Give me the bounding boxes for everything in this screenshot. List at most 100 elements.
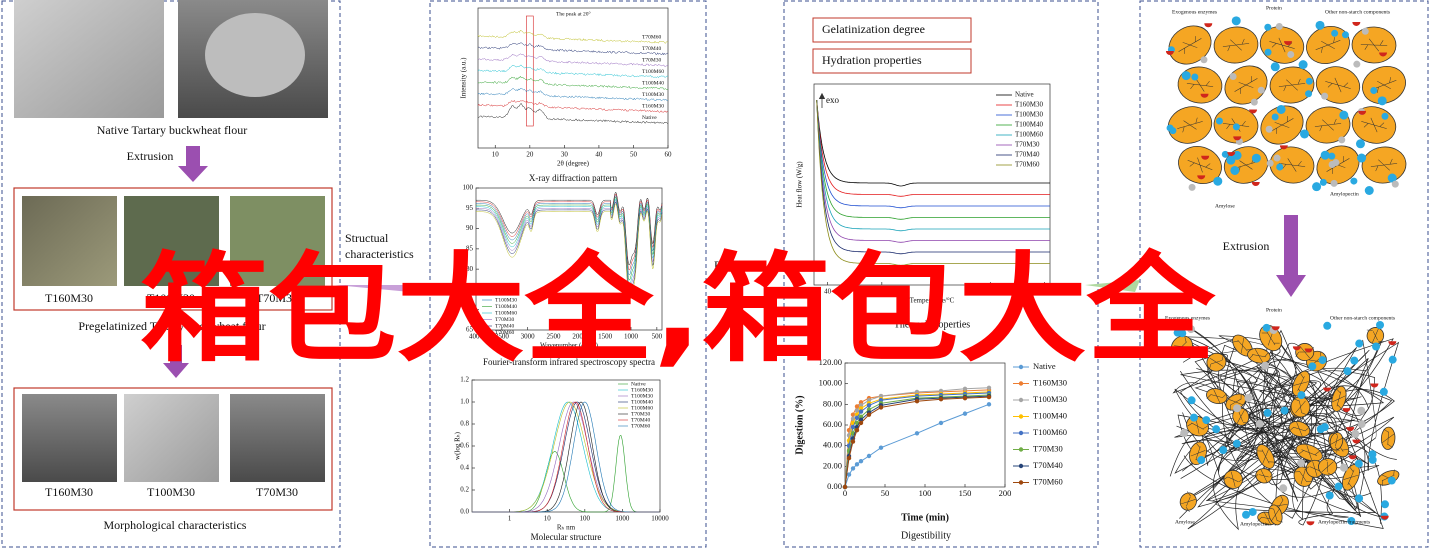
digestion-line bbox=[844, 392, 990, 488]
link-arrow bbox=[1085, 280, 1140, 292]
protein bbox=[1180, 429, 1189, 438]
legend-dot bbox=[1018, 364, 1024, 370]
x-tick-label: 3500 bbox=[495, 333, 510, 341]
legend-label: T70M60 bbox=[495, 330, 515, 336]
xrd-curve bbox=[477, 103, 669, 125]
schematic-label: Amylopectin bbox=[1330, 191, 1359, 197]
enzyme bbox=[1323, 387, 1332, 392]
protein bbox=[1376, 321, 1385, 330]
particle bbox=[1275, 22, 1283, 30]
protein bbox=[1297, 459, 1306, 468]
legend-label: T160M30 bbox=[1015, 101, 1044, 109]
protein bbox=[1181, 71, 1191, 81]
amylopectin-branches bbox=[1361, 117, 1387, 133]
photo bbox=[124, 196, 219, 286]
protein bbox=[1297, 391, 1306, 400]
digestion-point bbox=[850, 424, 856, 430]
amylopectin-branches bbox=[1187, 418, 1208, 434]
legend-label: Native bbox=[1033, 361, 1056, 371]
amylopectin-branches bbox=[1289, 421, 1310, 437]
digestion-point bbox=[846, 455, 852, 461]
amylopectin-branches bbox=[1269, 37, 1295, 53]
legend-label: Native bbox=[1015, 91, 1034, 99]
amylopectin-branches bbox=[1249, 348, 1269, 363]
enzyme bbox=[1251, 182, 1260, 187]
x-tick-label: 50 bbox=[630, 151, 638, 159]
link-label: characteristics bbox=[345, 247, 414, 261]
y-tick-label: 70 bbox=[466, 305, 474, 313]
particle bbox=[1305, 77, 1313, 85]
y-tick-label: 90 bbox=[466, 224, 474, 232]
x-axis-label: Temperature/°C bbox=[910, 297, 955, 305]
schematic-label: Exogenous enzymes bbox=[1165, 315, 1210, 321]
amylopectin-branches bbox=[1257, 511, 1278, 526]
particle bbox=[1330, 179, 1338, 187]
digestion-point bbox=[854, 408, 860, 413]
particle bbox=[1271, 113, 1279, 121]
legend-label: T100M60 bbox=[1015, 131, 1044, 139]
amylose-chain bbox=[1182, 335, 1400, 514]
particle bbox=[1264, 48, 1272, 56]
enzyme bbox=[1204, 23, 1213, 28]
protein bbox=[1263, 408, 1272, 417]
particle bbox=[1328, 152, 1336, 160]
chart-title: X-ray diffraction pattern bbox=[529, 173, 618, 183]
protein bbox=[1320, 150, 1330, 160]
schematic-label: Amylopectin bbox=[1240, 521, 1269, 527]
x-tick-label: 1 bbox=[508, 515, 512, 523]
xrd-curve bbox=[477, 42, 669, 56]
legend-label: T70M30 bbox=[495, 317, 515, 323]
amylose-chain bbox=[1174, 336, 1394, 519]
protein bbox=[1339, 110, 1349, 120]
digestion-line bbox=[844, 396, 990, 488]
dsc-curve bbox=[816, 99, 1050, 266]
enzyme bbox=[1352, 439, 1361, 444]
link-label: Properties bbox=[714, 258, 763, 272]
particle bbox=[1276, 163, 1284, 171]
digestion-point bbox=[878, 398, 884, 403]
legend-label: T100M40 bbox=[631, 399, 653, 405]
photo bbox=[124, 394, 219, 482]
schematic-label: Exogenous enzymes bbox=[1172, 9, 1217, 15]
protein bbox=[1299, 129, 1309, 139]
protein bbox=[1298, 60, 1308, 70]
particle bbox=[1331, 29, 1339, 37]
ftir-curve bbox=[476, 191, 663, 266]
x-tick-label: 1000 bbox=[615, 515, 630, 523]
amylopectin-branches bbox=[1278, 158, 1306, 172]
sample-label: T100M30 bbox=[147, 291, 195, 305]
panel-frame bbox=[1139, 0, 1429, 548]
digestion-point bbox=[962, 395, 968, 401]
protein bbox=[1280, 406, 1289, 415]
digestion-line bbox=[844, 391, 990, 488]
y-tick-label: 0.2 bbox=[460, 486, 469, 494]
protein bbox=[1357, 406, 1366, 415]
amylopectin-branches bbox=[1366, 328, 1384, 343]
particle bbox=[1265, 125, 1273, 133]
protein bbox=[1388, 355, 1397, 364]
dsc-curve bbox=[816, 99, 1050, 197]
y-tick-label: 0.8 bbox=[460, 420, 469, 428]
amylopectin-branches bbox=[1360, 38, 1388, 52]
amylopectin-branches bbox=[1256, 449, 1275, 464]
amylopectin-branches bbox=[1381, 428, 1395, 448]
x-tick-label: 10000 bbox=[651, 515, 669, 523]
protein bbox=[1355, 494, 1364, 503]
protein bbox=[1379, 387, 1388, 396]
amylopectin-branches bbox=[1329, 431, 1344, 452]
protein bbox=[1279, 484, 1288, 493]
sample-label: T160M30 bbox=[45, 485, 93, 499]
particle bbox=[1215, 117, 1223, 125]
dsc-curve bbox=[816, 99, 1050, 209]
digestion-point bbox=[866, 412, 872, 417]
ftir-curve bbox=[476, 198, 663, 286]
enzyme bbox=[1370, 383, 1379, 388]
protein bbox=[1212, 425, 1221, 434]
sample-label: T70M30 bbox=[256, 291, 298, 305]
legend-label: T70M40 bbox=[495, 323, 515, 329]
legend-dot bbox=[1018, 397, 1024, 403]
enzyme bbox=[1227, 152, 1236, 157]
particle bbox=[1257, 86, 1265, 94]
digestion-point bbox=[858, 400, 864, 405]
arrow bbox=[163, 345, 189, 378]
